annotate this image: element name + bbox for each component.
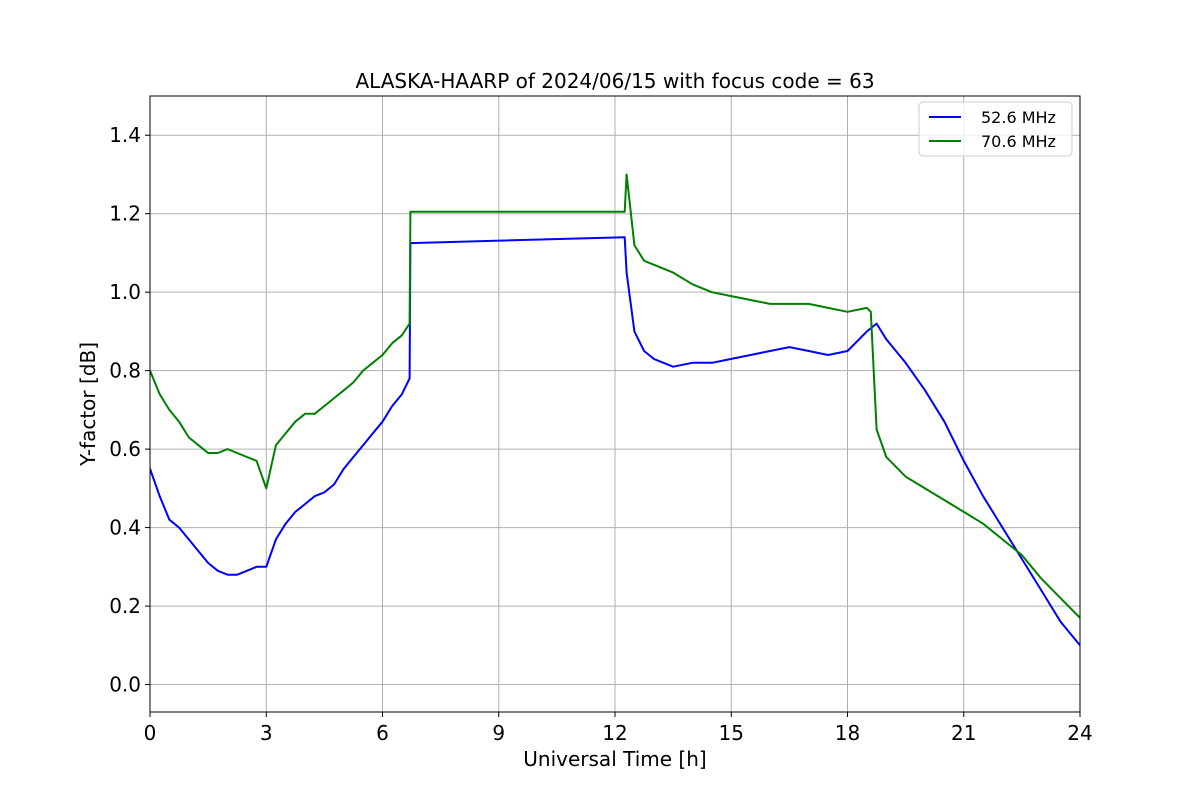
x-tick-label: 6 <box>376 721 389 745</box>
legend: 52.6 MHz 70.6 MHz <box>918 101 1073 157</box>
y-tick-label: 0.6 <box>109 437 141 461</box>
axis-ticks: 0 3 6 9 12 15 18 21 24 0.0 0.2 0.4 0.6 0.8 1.0 1.2 1.4 <box>109 123 1093 745</box>
y-tick-label: 0.4 <box>109 516 141 540</box>
y-tick-label: 0.2 <box>109 594 141 618</box>
chart-title: ALASKA-HAARP of 2024/06/15 with focus co… <box>355 69 874 93</box>
y-axis-label: Y-factor [dB] <box>76 342 100 467</box>
x-tick-label: 15 <box>719 721 744 745</box>
y-tick-label: 1.0 <box>109 280 141 304</box>
legend-label: 52.6 MHz <box>981 108 1056 127</box>
series-line-70-6-mhz <box>150 173 1080 619</box>
y-tick-label: 0.0 <box>109 673 141 697</box>
x-tick-label: 9 <box>492 721 505 745</box>
x-tick-label: 0 <box>144 721 157 745</box>
x-tick-label: 3 <box>260 721 273 745</box>
y-tick-label: 1.2 <box>109 202 141 226</box>
x-tick-label: 21 <box>951 721 976 745</box>
x-axis-label: Universal Time [h] <box>523 747 706 771</box>
legend-box <box>918 101 1073 157</box>
plot-area <box>150 173 1080 646</box>
x-tick-label: 12 <box>602 721 627 745</box>
x-tick-label: 18 <box>835 721 860 745</box>
x-tick-label: 24 <box>1067 721 1092 745</box>
y-tick-label: 1.4 <box>109 123 141 147</box>
y-tick-label: 0.8 <box>109 359 141 383</box>
legend-label: 70.6 MHz <box>981 132 1056 151</box>
